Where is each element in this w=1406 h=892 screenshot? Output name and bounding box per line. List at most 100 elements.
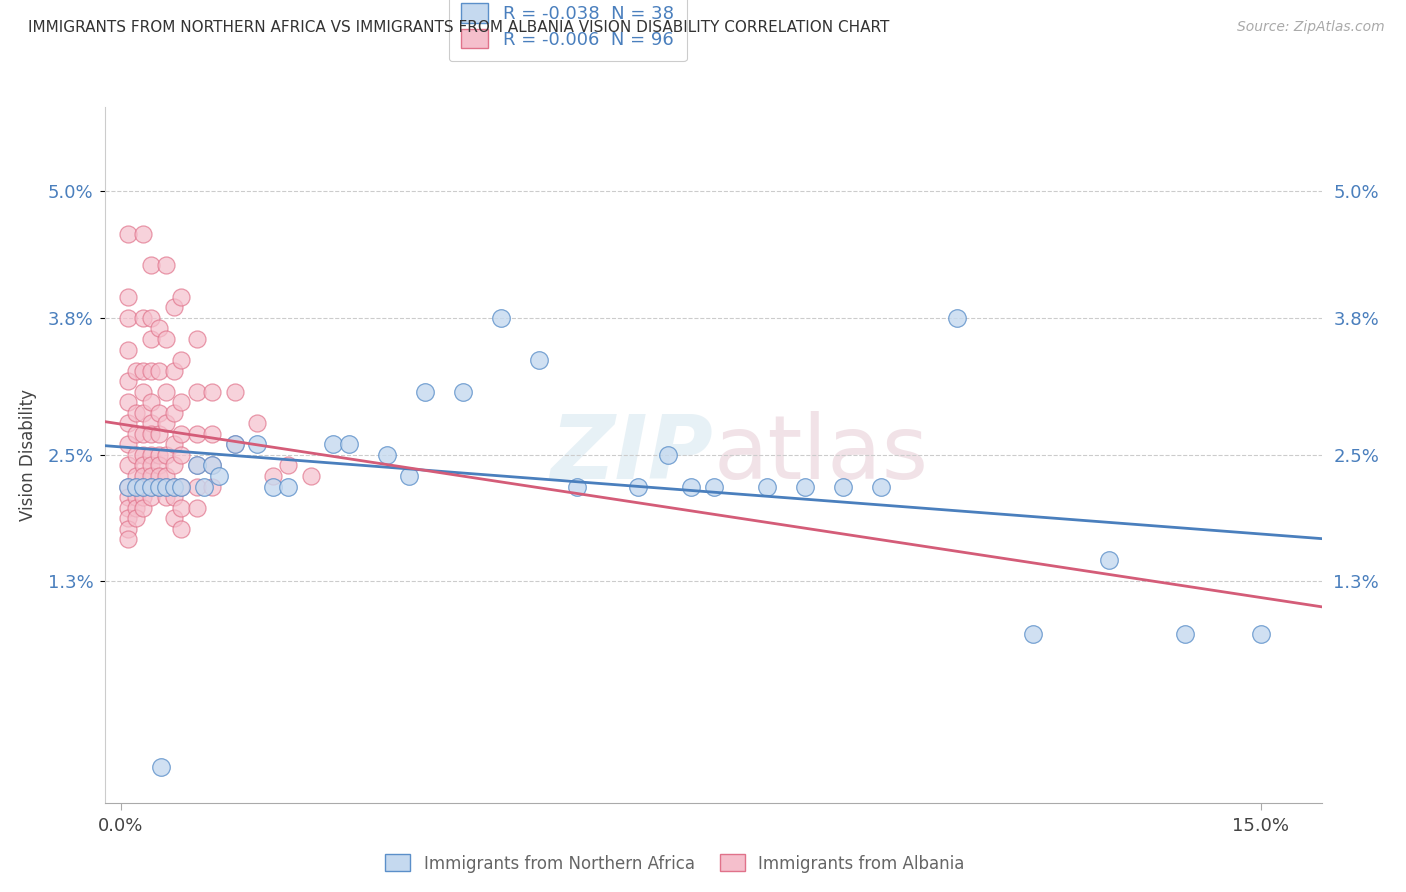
Point bbox=[132, 310, 155, 325]
Point bbox=[125, 406, 148, 420]
Point bbox=[155, 479, 177, 493]
Y-axis label: Vision Disability: Vision Disability bbox=[18, 389, 37, 521]
Point bbox=[679, 479, 702, 493]
Point bbox=[224, 384, 246, 399]
Point bbox=[246, 417, 269, 431]
Point bbox=[163, 437, 186, 451]
Point bbox=[155, 417, 177, 431]
Point bbox=[148, 469, 170, 483]
Point bbox=[831, 479, 853, 493]
Point bbox=[117, 500, 139, 515]
Point bbox=[132, 479, 155, 493]
Point bbox=[155, 258, 177, 272]
Point bbox=[132, 406, 155, 420]
Point bbox=[163, 511, 186, 525]
Point bbox=[139, 395, 162, 409]
Point bbox=[117, 479, 139, 493]
Point bbox=[246, 437, 269, 451]
Point bbox=[132, 458, 155, 473]
Point bbox=[945, 310, 967, 325]
Point bbox=[170, 448, 193, 462]
Point bbox=[125, 500, 148, 515]
Point bbox=[125, 490, 148, 504]
Point bbox=[170, 426, 193, 441]
Point bbox=[155, 469, 177, 483]
Point bbox=[139, 426, 162, 441]
Point bbox=[170, 479, 193, 493]
Point bbox=[1022, 627, 1045, 641]
Point bbox=[163, 490, 186, 504]
Point bbox=[125, 479, 148, 493]
Point bbox=[413, 384, 436, 399]
Point bbox=[299, 469, 322, 483]
Point bbox=[132, 490, 155, 504]
Point bbox=[398, 469, 420, 483]
Point bbox=[132, 363, 155, 377]
Point bbox=[277, 458, 299, 473]
Point bbox=[132, 469, 155, 483]
Point bbox=[132, 448, 155, 462]
Point bbox=[201, 458, 224, 473]
Point bbox=[1098, 553, 1121, 567]
Point bbox=[262, 479, 284, 493]
Point bbox=[117, 437, 139, 451]
Point bbox=[139, 479, 162, 493]
Text: IMMIGRANTS FROM NORTHERN AFRICA VS IMMIGRANTS FROM ALBANIA VISION DISABILITY COR: IMMIGRANTS FROM NORTHERN AFRICA VS IMMIG… bbox=[28, 20, 890, 35]
Point bbox=[224, 437, 246, 451]
Point bbox=[117, 374, 139, 388]
Point bbox=[132, 500, 155, 515]
Point bbox=[186, 426, 208, 441]
Point bbox=[139, 310, 162, 325]
Point bbox=[117, 533, 139, 547]
Point bbox=[148, 448, 170, 462]
Point bbox=[117, 458, 139, 473]
Point bbox=[208, 469, 231, 483]
Point bbox=[626, 479, 648, 493]
Point bbox=[125, 511, 148, 525]
Point bbox=[170, 522, 193, 536]
Point bbox=[139, 448, 162, 462]
Point bbox=[117, 343, 139, 357]
Point bbox=[657, 448, 679, 462]
Point bbox=[125, 426, 148, 441]
Point bbox=[125, 448, 148, 462]
Point bbox=[163, 458, 186, 473]
Point bbox=[148, 363, 170, 377]
Point bbox=[139, 332, 162, 346]
Point bbox=[117, 227, 139, 241]
Point bbox=[117, 290, 139, 304]
Point bbox=[132, 479, 155, 493]
Point bbox=[869, 479, 891, 493]
Point bbox=[148, 406, 170, 420]
Legend: R = -0.038  N = 38, R = -0.006  N = 96: R = -0.038 N = 38, R = -0.006 N = 96 bbox=[449, 0, 686, 62]
Point bbox=[201, 479, 224, 493]
Point bbox=[186, 332, 208, 346]
Point bbox=[163, 479, 186, 493]
Point bbox=[186, 384, 208, 399]
Point bbox=[755, 479, 778, 493]
Point bbox=[117, 490, 139, 504]
Point bbox=[337, 437, 360, 451]
Point bbox=[155, 490, 177, 504]
Point bbox=[117, 310, 139, 325]
Point bbox=[132, 384, 155, 399]
Point bbox=[1174, 627, 1197, 641]
Point bbox=[224, 437, 246, 451]
Point bbox=[117, 479, 139, 493]
Point bbox=[155, 448, 177, 462]
Point bbox=[186, 458, 208, 473]
Point bbox=[186, 479, 208, 493]
Point bbox=[125, 363, 148, 377]
Point bbox=[375, 448, 398, 462]
Point bbox=[201, 458, 224, 473]
Point bbox=[117, 511, 139, 525]
Point bbox=[148, 479, 170, 493]
Point bbox=[163, 406, 186, 420]
Point bbox=[139, 258, 162, 272]
Point bbox=[170, 290, 193, 304]
Point bbox=[148, 479, 170, 493]
Point bbox=[451, 384, 474, 399]
Point bbox=[702, 479, 725, 493]
Point bbox=[163, 301, 186, 315]
Point bbox=[148, 426, 170, 441]
